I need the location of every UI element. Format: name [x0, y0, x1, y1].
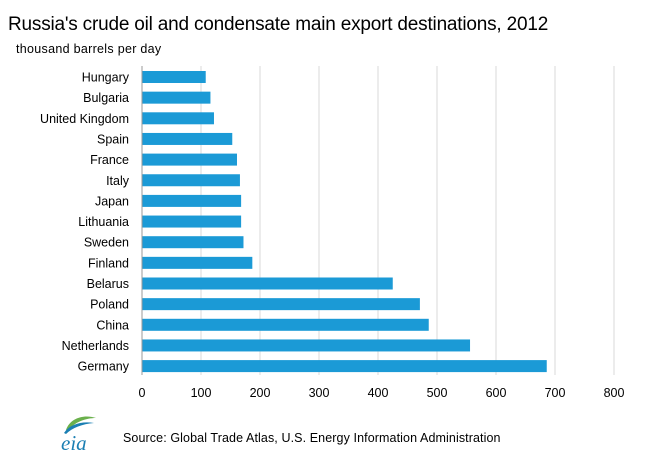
category-label: Netherlands	[62, 339, 129, 353]
eia-logo-arc-icon	[64, 422, 94, 434]
bar-chart: Hungary Bulgaria United Kingdom Spain France…	[40, 66, 625, 400]
bar-bulgaria	[142, 91, 211, 104]
x-tick-label: 400	[368, 386, 389, 400]
bar-belarus	[142, 277, 393, 290]
category-label: Japan	[95, 194, 129, 208]
x-tick-label: 800	[604, 386, 625, 400]
category-label: United Kingdom	[40, 112, 129, 126]
source-note: Source: Global Trade Atlas, U.S. Energy …	[123, 431, 501, 445]
eia-logo: eia	[61, 416, 96, 454]
x-tick-label: 100	[191, 386, 212, 400]
x-tick-label: 200	[250, 386, 271, 400]
x-tick-label: 300	[309, 386, 330, 400]
bar-france	[142, 153, 237, 166]
chart-title: Russia's crude oil and condensate main e…	[8, 14, 549, 35]
category-label: China	[96, 318, 129, 332]
category-labels: Hungary Bulgaria United Kingdom Spain France…	[40, 71, 130, 374]
bar-hungary	[142, 71, 206, 83]
category-label: Germany	[78, 360, 130, 374]
bar-japan	[142, 194, 242, 207]
bar-netherlands	[142, 339, 471, 352]
bar-poland	[142, 298, 420, 311]
bar-lithuania	[142, 215, 242, 228]
category-label: Sweden	[84, 236, 129, 250]
eia-logo-text: eia	[61, 431, 87, 454]
bar-sweden	[142, 236, 244, 249]
x-tick-label: 0	[139, 386, 146, 400]
bar-finland	[142, 256, 253, 269]
category-label: Spain	[97, 132, 129, 146]
bar-china	[142, 318, 429, 331]
category-label: Finland	[88, 256, 129, 270]
category-label: Lithuania	[78, 215, 129, 229]
category-label: Poland	[90, 298, 129, 312]
bar-united-kingdom	[142, 112, 214, 125]
bar-italy	[142, 174, 240, 187]
x-tick-labels: 0 100 200 300 400 500 600 700 800	[139, 386, 625, 400]
x-tick-label: 500	[427, 386, 448, 400]
category-label: France	[90, 153, 129, 167]
category-label: Italy	[106, 174, 130, 188]
chart-subtitle: thousand barrels per day	[16, 42, 162, 56]
bars	[142, 71, 547, 373]
x-tick-label: 600	[486, 386, 507, 400]
category-label: Hungary	[82, 71, 130, 85]
x-tick-label: 700	[545, 386, 566, 400]
category-label: Bulgaria	[83, 91, 129, 105]
bar-spain	[142, 132, 233, 145]
category-label: Belarus	[87, 277, 129, 291]
bar-germany	[142, 360, 547, 373]
